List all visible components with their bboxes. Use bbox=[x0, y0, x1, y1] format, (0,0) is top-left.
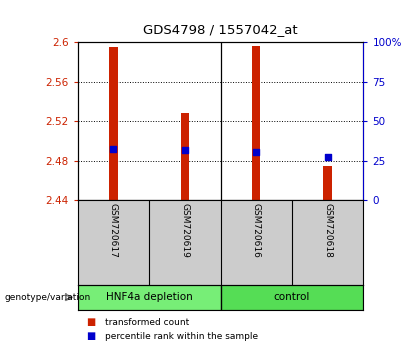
Text: GSM720616: GSM720616 bbox=[252, 204, 261, 258]
Text: genotype/variation: genotype/variation bbox=[4, 293, 90, 302]
Point bbox=[110, 146, 117, 152]
Bar bbox=[252, 46, 260, 200]
Bar bbox=[323, 166, 332, 200]
Bar bbox=[109, 47, 118, 200]
Text: ■: ■ bbox=[86, 331, 95, 341]
Text: transformed count: transformed count bbox=[105, 318, 189, 327]
Text: control: control bbox=[274, 292, 310, 302]
Bar bbox=[181, 113, 189, 200]
Point bbox=[253, 149, 260, 155]
Text: ■: ■ bbox=[86, 317, 95, 327]
Bar bbox=[220, 285, 363, 310]
Text: percentile rank within the sample: percentile rank within the sample bbox=[105, 332, 258, 341]
Point bbox=[324, 154, 331, 160]
Text: GSM720617: GSM720617 bbox=[109, 204, 118, 258]
Text: GDS4798 / 1557042_at: GDS4798 / 1557042_at bbox=[143, 23, 298, 36]
Bar bbox=[78, 285, 220, 310]
Point bbox=[181, 147, 188, 153]
Text: GSM720619: GSM720619 bbox=[180, 204, 189, 258]
Text: HNF4a depletion: HNF4a depletion bbox=[106, 292, 192, 302]
Text: GSM720618: GSM720618 bbox=[323, 204, 332, 258]
